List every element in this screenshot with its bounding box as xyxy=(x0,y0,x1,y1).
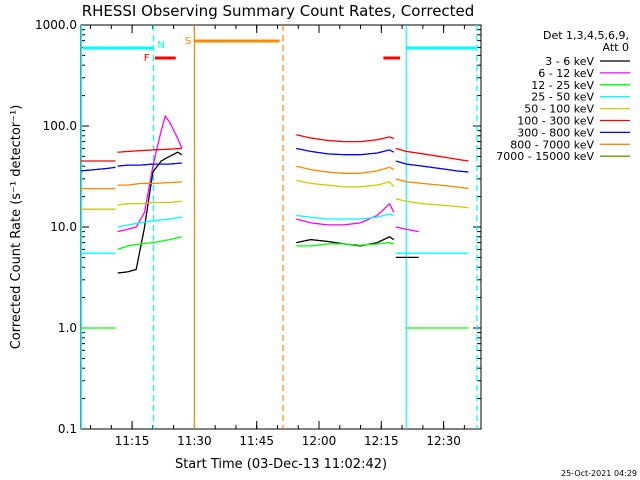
x-tick-label: 11:30 xyxy=(177,434,212,448)
legend-label: 100 - 300 keV xyxy=(517,115,594,128)
series-line xyxy=(395,178,469,190)
y-tick-label: 1000.0 xyxy=(35,18,77,32)
series-line xyxy=(117,216,182,228)
legend-header-line-1: Det 1,3,4,5,6,9, xyxy=(543,29,629,42)
y-tick-label: 10.0 xyxy=(50,220,77,234)
series-line xyxy=(395,160,469,173)
series-line xyxy=(296,213,395,220)
series-800-7000keV xyxy=(81,165,469,190)
series-25-50keV xyxy=(81,213,469,254)
series-3-6keV xyxy=(117,151,419,274)
series-line xyxy=(117,147,182,153)
flag-label-s: S xyxy=(185,36,191,47)
flag-label-n: N xyxy=(157,40,164,51)
y-axis-label: Corrected Count Rate (s⁻¹ detector⁻¹) xyxy=(9,105,24,350)
legend-label: 800 - 7000 keV xyxy=(510,138,594,151)
legend-label: 12 - 25 keV xyxy=(531,79,594,92)
series-line xyxy=(117,162,182,167)
legend-label: 25 - 50 keV xyxy=(531,91,594,104)
series-line xyxy=(117,236,182,251)
x-tick-label: 11:15 xyxy=(115,434,150,448)
series-6-12keV xyxy=(117,114,419,233)
legend-label: 3 - 6 keV xyxy=(545,55,594,68)
plot-frame xyxy=(80,24,482,430)
y-axis-ticks: 0.1 1.0 10.0 100.0 1000.0 xyxy=(35,18,481,436)
series-line xyxy=(81,166,116,172)
x-axis-ticks: 11:15 11:30 11:45 12:00 12:15 12:30 xyxy=(90,25,465,448)
legend-header-line-2: Att 0 xyxy=(603,41,629,54)
series-line xyxy=(395,147,469,162)
y-tick-label: 100.0 xyxy=(43,119,77,133)
series-line xyxy=(296,147,395,156)
series-line xyxy=(296,134,395,143)
series-line xyxy=(296,165,395,174)
series-line xyxy=(296,241,394,247)
series-line xyxy=(296,202,395,226)
series-300-800keV xyxy=(81,147,469,173)
x-tick-label: 12:15 xyxy=(364,434,399,448)
legend-label: 50 - 100 keV xyxy=(524,103,594,116)
observing-bands: S NF xyxy=(80,25,478,429)
flag-label-f: F xyxy=(144,53,150,64)
y-tick-label: 0.1 xyxy=(58,422,77,436)
series-12-25keV xyxy=(81,236,469,329)
y-tick-label: 1.0 xyxy=(58,321,77,335)
series-line xyxy=(296,179,395,188)
x-tick-label: 11:45 xyxy=(239,434,274,448)
x-tick-label: 12:30 xyxy=(426,434,461,448)
series-layer xyxy=(81,114,469,329)
x-axis-label: Start Time (03-Dec-13 11:02:42) xyxy=(175,457,387,472)
legend-label: 6 - 12 keV xyxy=(538,67,594,80)
chart-title: RHESSI Observing Summary Count Rates, Co… xyxy=(82,2,475,20)
legend-label: 7000 - 15000 keV xyxy=(496,150,594,163)
series-100-300keV xyxy=(81,134,469,162)
series-line xyxy=(117,151,183,274)
series-line xyxy=(117,200,182,206)
series-line xyxy=(395,198,469,209)
series-line xyxy=(117,181,182,186)
footer-timestamp: 25-Oct-2021 04:29 xyxy=(561,469,637,478)
series-line xyxy=(117,114,183,233)
x-tick-label: 12:00 xyxy=(302,434,337,448)
legend-label: 300 - 800 keV xyxy=(517,126,594,139)
series-line xyxy=(395,226,419,233)
series-50-100keV xyxy=(81,179,469,210)
